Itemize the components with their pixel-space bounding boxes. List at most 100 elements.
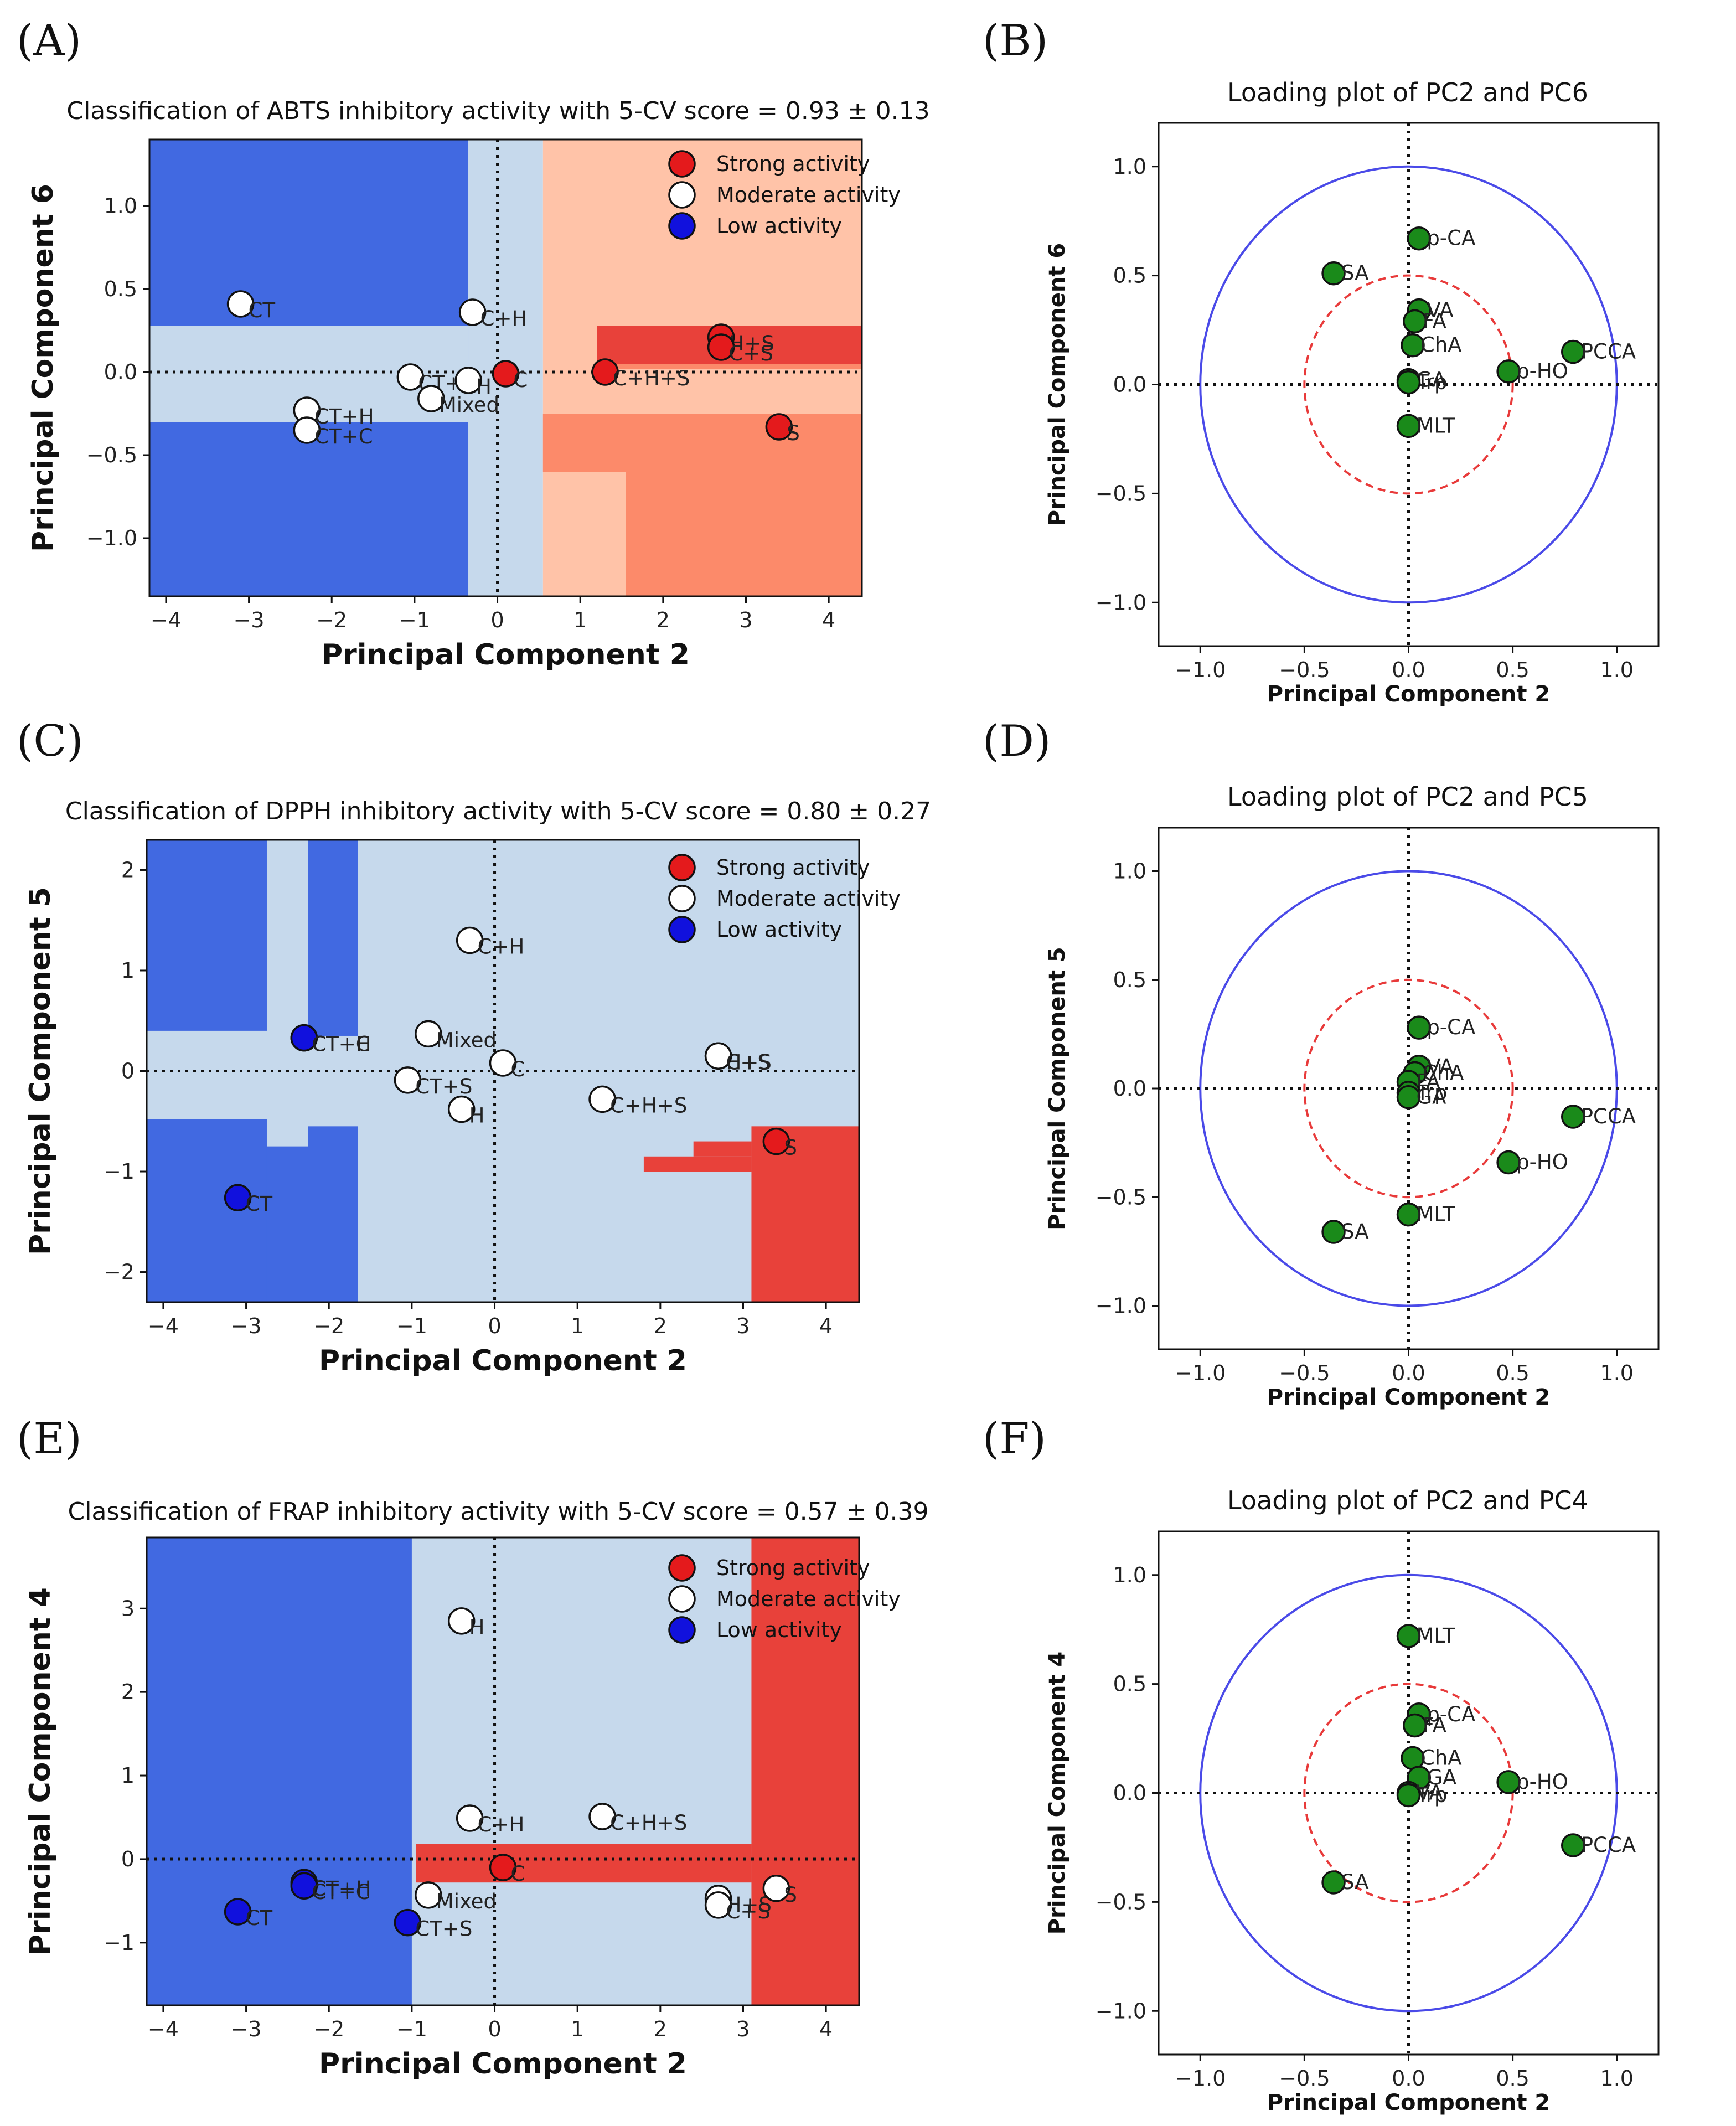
x-axis-label: Principal Component 2 bbox=[1267, 1385, 1551, 1410]
panel-label: (E) bbox=[17, 1414, 82, 1464]
point-c-h-s bbox=[588, 1085, 616, 1113]
point-label: PCCA bbox=[1581, 1833, 1636, 1857]
point-label: H bbox=[476, 375, 492, 399]
y-tick-label: −0.5 bbox=[1096, 1890, 1146, 1914]
y-tick-label: −1.0 bbox=[1096, 1294, 1146, 1318]
point-label: p-HO bbox=[1516, 359, 1568, 383]
point-fa bbox=[1403, 309, 1427, 334]
point-s bbox=[762, 1127, 790, 1155]
x-tick-label: 1.0 bbox=[1600, 658, 1634, 682]
x-tick-label: 1 bbox=[571, 2017, 584, 2041]
legend-marker-strong bbox=[668, 1554, 696, 1582]
point-label: SA bbox=[1341, 1220, 1368, 1243]
x-tick-label: 0.5 bbox=[1496, 2066, 1529, 2091]
panel-C: (C) Classification of DPPH inhibitory act… bbox=[17, 716, 931, 1377]
point-ga bbox=[1396, 1085, 1421, 1110]
point-label: S bbox=[784, 1883, 797, 1907]
y-tick-label: 1.0 bbox=[104, 194, 137, 218]
point-label: CT bbox=[249, 298, 276, 322]
point-ct bbox=[226, 290, 255, 318]
x-axis-label: Principal Component 2 bbox=[319, 1344, 687, 1377]
point-label: GA bbox=[1417, 368, 1446, 392]
point-label: SA bbox=[1341, 1870, 1368, 1894]
point-label: p-CA bbox=[1427, 1702, 1475, 1726]
x-tick-label: −1 bbox=[399, 608, 430, 632]
panel-B: (B) Loading plot of PC2 and PC6 p-CA SA VAFA… bbox=[983, 16, 1660, 707]
y-tick-label: 1 bbox=[121, 1763, 135, 1788]
legend-marker-moderate bbox=[668, 1585, 696, 1613]
y-tick-label: −0.5 bbox=[1096, 481, 1146, 505]
x-axis-label: Principal Component 2 bbox=[322, 638, 690, 672]
point-label: CT bbox=[246, 1192, 273, 1216]
x-tick-label: −3 bbox=[234, 608, 265, 632]
y-axis-label: Principal Component 6 bbox=[27, 184, 60, 552]
y-tick-label: 0.0 bbox=[1113, 373, 1146, 397]
point-label: H+S bbox=[726, 1050, 772, 1074]
point-label: CT+C bbox=[314, 425, 373, 448]
point-c bbox=[492, 360, 520, 388]
y-tick-label: 0 bbox=[121, 1847, 135, 1871]
x-tick-label: −4 bbox=[151, 608, 182, 632]
y-tick-label: 0.0 bbox=[104, 360, 137, 384]
x-tick-label: 1 bbox=[571, 1314, 584, 1338]
panel-A: (A) Classification of ABTS inhibitory act… bbox=[17, 16, 930, 672]
x-tick-label: 1 bbox=[574, 608, 587, 632]
y-tick-label: 0.5 bbox=[1113, 968, 1146, 992]
point-c-s bbox=[704, 1891, 732, 1919]
decision-region bbox=[751, 1126, 859, 1302]
point-ct-c bbox=[290, 1872, 318, 1900]
panel-label: (C) bbox=[17, 716, 84, 766]
point-label: MLT bbox=[1417, 1624, 1455, 1648]
point-p-ho bbox=[1496, 1770, 1521, 1794]
point-pcca bbox=[1561, 1105, 1585, 1129]
point-fa bbox=[1403, 1713, 1427, 1738]
point-label: C bbox=[511, 1862, 525, 1886]
point-s bbox=[765, 413, 793, 441]
x-tick-label: −2 bbox=[316, 608, 347, 632]
legend-marker-moderate bbox=[668, 885, 696, 912]
point-p-ho bbox=[1496, 1150, 1521, 1175]
point-mixed bbox=[415, 1020, 442, 1048]
legend-marker-moderate bbox=[668, 181, 696, 209]
y-tick-label: 1.0 bbox=[1113, 859, 1146, 884]
point-label: p-CA bbox=[1427, 226, 1475, 250]
chart-title: Classification of DPPH inhibitory activi… bbox=[65, 797, 931, 825]
chart-title: Loading plot of PC2 and PC6 bbox=[1227, 78, 1588, 107]
y-tick-label: −0.5 bbox=[86, 443, 137, 467]
chart-title: Loading plot of PC2 and PC4 bbox=[1227, 1485, 1588, 1515]
y-axis-label: Principal Component 5 bbox=[1045, 947, 1070, 1230]
y-axis-label: Principal Component 4 bbox=[24, 1587, 57, 1955]
decision-region bbox=[147, 1537, 412, 2005]
point-label: C+S bbox=[729, 342, 773, 365]
x-tick-label: −1 bbox=[396, 1314, 427, 1338]
point-label: VA bbox=[1427, 298, 1453, 322]
half-radius-circle bbox=[1303, 978, 1514, 1199]
legend-label-low: Low activity bbox=[716, 917, 842, 942]
point-label: CT bbox=[246, 1906, 273, 1930]
point-label: C+H bbox=[478, 1813, 525, 1836]
x-tick-label: 4 bbox=[819, 2017, 833, 2041]
y-axis-label: Principal Component 6 bbox=[1045, 243, 1070, 527]
point-ct-c bbox=[293, 416, 321, 444]
half-radius-circle bbox=[1303, 274, 1514, 495]
x-tick-label: −2 bbox=[313, 2017, 344, 2041]
point-sa bbox=[1321, 1220, 1346, 1244]
x-tick-label: 0 bbox=[488, 2017, 501, 2041]
point-label: Trp bbox=[1416, 1783, 1448, 1807]
point-label: PCCA bbox=[1581, 339, 1636, 363]
chart-title: Classification of FRAP inhibitory activi… bbox=[68, 1498, 929, 1526]
y-tick-label: 1.0 bbox=[1113, 154, 1146, 179]
x-tick-label: 0.5 bbox=[1496, 658, 1529, 682]
y-axis-label: Principal Component 4 bbox=[1045, 1652, 1070, 1935]
x-tick-label: 1.0 bbox=[1600, 1361, 1634, 1385]
x-tick-label: −1 bbox=[396, 2017, 427, 2041]
point-label: C+S bbox=[726, 1900, 771, 1923]
x-tick-label: 0 bbox=[490, 608, 504, 632]
x-tick-label: −0.5 bbox=[1279, 658, 1330, 682]
point-trp bbox=[1396, 1783, 1421, 1808]
decision-region bbox=[693, 1141, 752, 1157]
legend-marker-strong bbox=[668, 150, 696, 178]
point-ct-s bbox=[394, 1908, 422, 1937]
legend-label-strong: Strong activity bbox=[716, 1556, 870, 1580]
